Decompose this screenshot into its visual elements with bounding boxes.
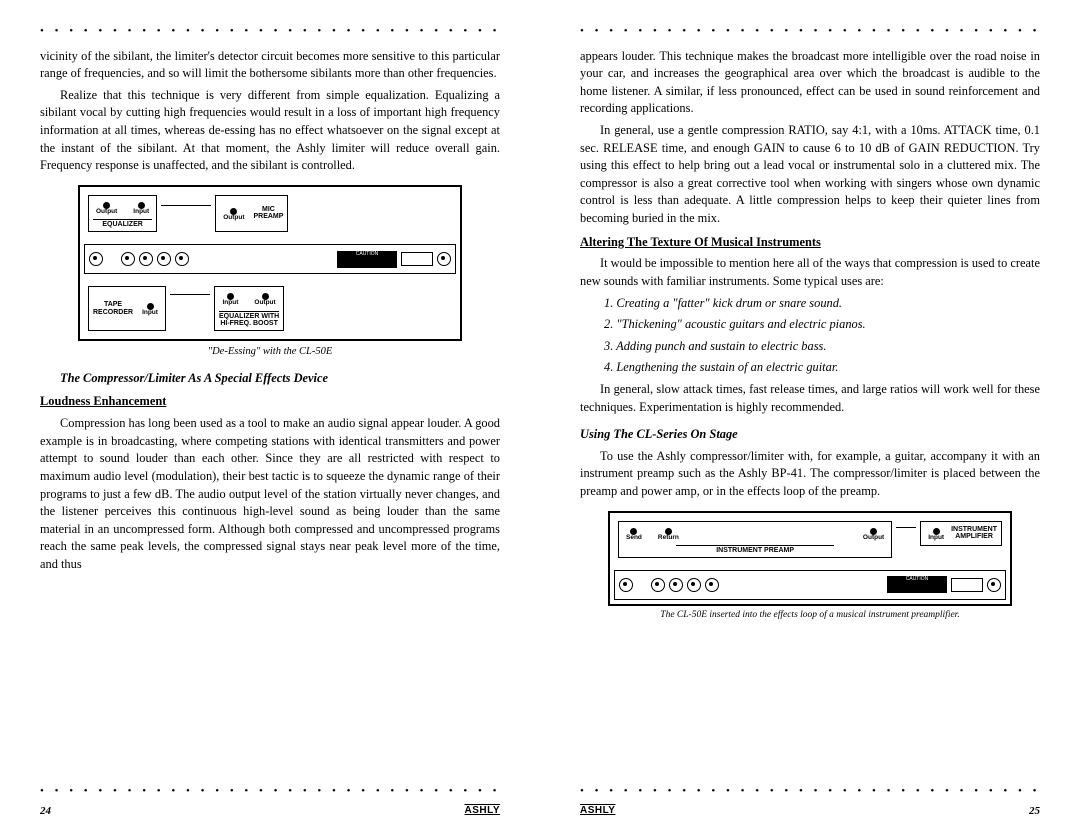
para: Realize that this technique is very diff… [40,87,500,175]
page-number: 24 [40,804,51,820]
para: It would be impossible to mention here a… [580,255,1040,290]
dots-bottom: • • • • • • • • • • • • • • • • • • • • … [580,784,1040,800]
list-item: 1. Creating a "fatter" kick drum or snar… [604,295,1040,313]
dots-top: • • • • • • • • • • • • • • • • • • • • … [40,24,500,40]
knob-icon [89,252,103,266]
diagram-caption: The CL-50E inserted into the effects loo… [580,610,1040,621]
rack-unit: CAUTION [614,570,1006,600]
brand-plate [401,252,433,266]
para: In general, use a gentle compression RAT… [580,122,1040,228]
knob-icon [437,252,451,266]
page-footer: 24 ASHLY [40,804,500,820]
para: appears louder. This technique makes the… [580,48,1040,118]
brand-logo: ASHLY [580,804,615,820]
para: To use the Ashly compressor/limiter with… [580,448,1040,501]
knob-icon [175,252,189,266]
page-left: • • • • • • • • • • • • • • • • • • • • … [0,0,540,830]
list-item: 3. Adding punch and sustain to electric … [604,338,1040,356]
diagram-de-essing: Output Input EQUALIZER Output MIC PREAMP [78,185,462,341]
brand-logo: ASHLY [465,804,500,820]
para: Compression has long been used as a tool… [40,415,500,573]
list-item: 2. "Thickening" acoustic guitars and ele… [604,316,1040,334]
page-right: • • • • • • • • • • • • • • • • • • • • … [540,0,1080,830]
dots-top: • • • • • • • • • • • • • • • • • • • • … [580,24,1040,40]
rack-unit: CAUTION [84,244,456,274]
para: vicinity of the sibilant, the limiter's … [40,48,500,83]
page-footer: ASHLY 25 [580,804,1040,820]
knob-icon [121,252,135,266]
knob-icon [157,252,171,266]
page-number: 25 [1029,804,1040,820]
section-heading: The Compressor/Limiter As A Special Effe… [40,370,500,388]
list-item: 4. Lengthening the sustain of an electri… [604,359,1040,377]
knob-icon [987,578,1001,592]
knob-icon [669,578,683,592]
section-heading: Altering The Texture Of Musical Instrume… [580,234,1040,252]
knob-icon [687,578,701,592]
brand-plate [951,578,983,592]
knob-icon [139,252,153,266]
page-spread: • • • • • • • • • • • • • • • • • • • • … [0,0,1080,830]
caution-label: CAUTION [887,576,947,593]
dots-bottom: • • • • • • • • • • • • • • • • • • • • … [40,784,500,800]
para: In general, slow attack times, fast rele… [580,381,1040,416]
knob-icon [705,578,719,592]
section-subheading: Loudness Enhancement [40,393,500,411]
section-heading: Using The CL-Series On Stage [580,426,1040,444]
diagram-stage: Send Return Output INSTRUMENT PREAMP Inp… [608,511,1012,606]
knob-icon [651,578,665,592]
knob-icon [619,578,633,592]
caution-label: CAUTION [337,251,397,268]
diagram-caption: "De-Essing" with the CL-50E [40,345,500,360]
